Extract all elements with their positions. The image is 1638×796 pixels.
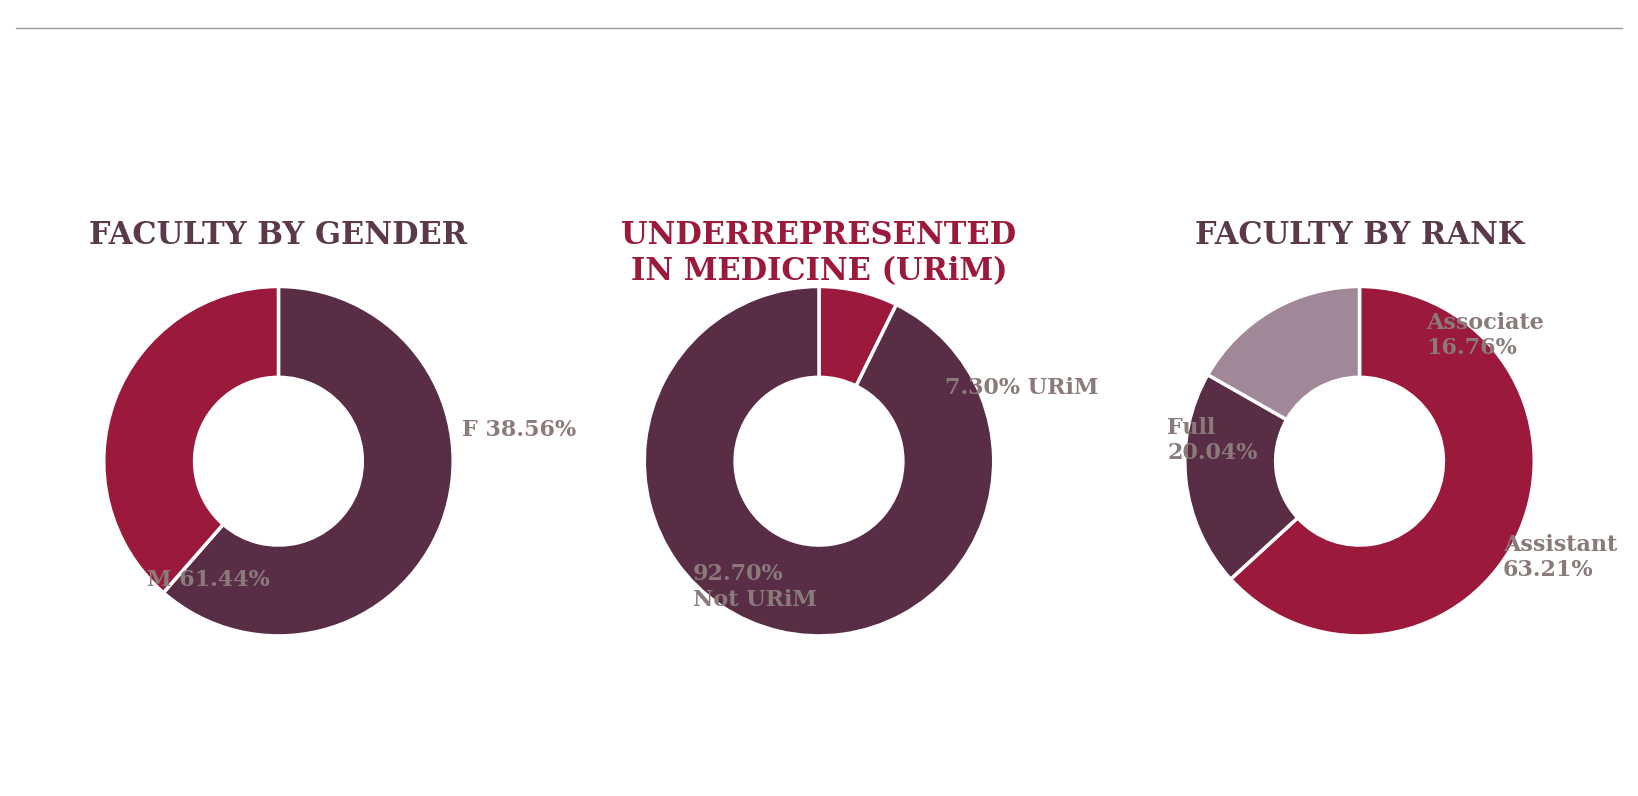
- Text: Full
20.04%: Full 20.04%: [1168, 416, 1258, 464]
- Text: UNDERREPRESENTED
IN MEDICINE (URiM): UNDERREPRESENTED IN MEDICINE (URiM): [621, 220, 1017, 287]
- Text: Assistant
63.21%: Assistant 63.21%: [1502, 533, 1617, 581]
- Text: M 61.44%: M 61.44%: [147, 569, 270, 591]
- Wedge shape: [1184, 375, 1297, 579]
- Wedge shape: [644, 287, 994, 636]
- Wedge shape: [103, 287, 278, 593]
- Text: FACULTY BY RANK: FACULTY BY RANK: [1194, 220, 1525, 251]
- Text: FACULTY BY GENDER: FACULTY BY GENDER: [90, 220, 467, 251]
- Text: 7.30% URiM: 7.30% URiM: [945, 377, 1097, 399]
- Wedge shape: [1230, 287, 1535, 636]
- Wedge shape: [1207, 287, 1360, 419]
- Text: F 38.56%: F 38.56%: [462, 419, 577, 441]
- Wedge shape: [819, 287, 896, 386]
- Wedge shape: [164, 287, 454, 636]
- Text: 92.70%
Not URiM: 92.70% Not URiM: [693, 564, 817, 611]
- Text: Associate
16.76%: Associate 16.76%: [1427, 312, 1543, 359]
